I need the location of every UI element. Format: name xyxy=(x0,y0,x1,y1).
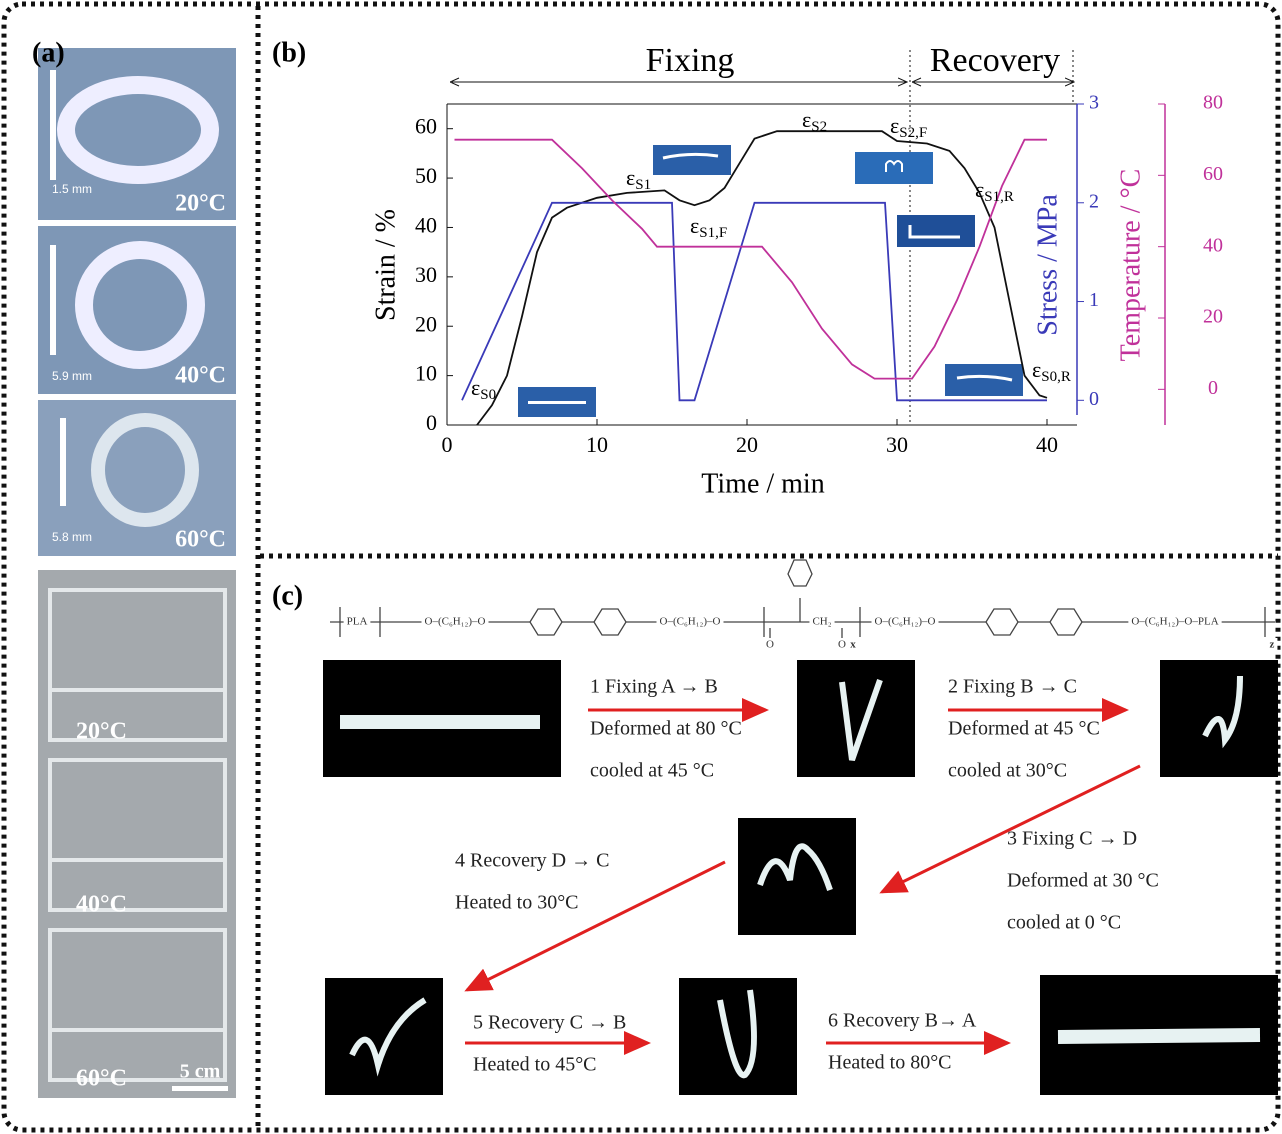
y3-tick-label: 20 xyxy=(1203,306,1223,328)
y-tick-label: 50 xyxy=(415,163,437,188)
annotation-subscript: S1,F xyxy=(699,225,727,241)
annotation-subscript: S1,R xyxy=(984,189,1014,205)
annotation: εS1,R xyxy=(975,177,1014,205)
panel-a: (a) 1.5 mm 20°C 5.9 mm 40°C 5.8 mm 60°C … xyxy=(32,37,238,1100)
series-line xyxy=(455,140,1048,379)
annotation-subscript: S0,R xyxy=(1041,369,1071,385)
figure: (a) 1.5 mm 20°C 5.9 mm 40°C 5.8 mm 60°C … xyxy=(0,0,1282,1134)
temperature-label: 20°C xyxy=(175,191,226,217)
x-tick-label: 30 xyxy=(886,432,908,457)
temperature-label: 60°C xyxy=(175,527,226,553)
annotation-subscript: S2,F xyxy=(899,125,927,141)
y2-tick-label: 2 xyxy=(1089,190,1099,212)
annotation: εS1 xyxy=(626,165,651,193)
annotation: εS0 xyxy=(471,375,496,403)
panel-label: (a) xyxy=(32,37,65,68)
panel-label: (c) xyxy=(272,580,303,611)
step-detail: cooled at 45 °C xyxy=(590,760,714,782)
annotation-symbol: ε xyxy=(802,107,811,132)
y-tick-label: 60 xyxy=(415,114,437,139)
x-tick-label: 40 xyxy=(1036,432,1058,457)
annotation-symbol: ε xyxy=(626,165,635,190)
formula-text: O–(C₆H₁₂)–O xyxy=(660,616,721,628)
panel-label: (b) xyxy=(272,37,306,68)
annotation-symbol: ε xyxy=(975,177,984,202)
step-title: 2 Fixing B → C xyxy=(948,676,1077,698)
phase-label: Recovery xyxy=(930,42,1060,79)
y-tick-label: 0 xyxy=(426,410,437,435)
step-title: 6 Recovery B→ A xyxy=(828,1010,977,1032)
x-tick-label: 20 xyxy=(736,432,758,457)
formula-text: O xyxy=(838,639,846,651)
step-title: 4 Recovery D → C xyxy=(455,850,609,872)
annotation-symbol: ε xyxy=(471,375,480,400)
formula-text: O–(C₆H₁₂)–O xyxy=(425,616,486,628)
step-detail: Deformed at 80 °C xyxy=(590,718,742,740)
step-detail: Heated to 30°C xyxy=(455,892,579,914)
annotation: εS0,R xyxy=(1032,357,1071,385)
step-detail: cooled at 30°C xyxy=(948,760,1067,782)
y3-tick-label: 0 xyxy=(1208,377,1218,399)
scale-label: 5.8 mm xyxy=(52,530,92,544)
clamp-photo xyxy=(38,570,236,1098)
scale-label: 1.5 mm xyxy=(52,182,92,196)
y3-tick-label: 80 xyxy=(1203,92,1223,114)
formula-text: CH₂ xyxy=(812,616,831,628)
y3-tick-label: 40 xyxy=(1203,234,1223,256)
annotation-symbol: ε xyxy=(890,113,899,138)
scale-label: 5.9 mm xyxy=(52,369,92,383)
annotation: εS2,F xyxy=(890,113,927,141)
phase-label: Fixing xyxy=(646,42,735,79)
step-detail: cooled at 0 °C xyxy=(1007,912,1121,934)
annotation: εS2 xyxy=(802,107,827,135)
formula-text: O–(C₆H₁₂)–O xyxy=(875,616,936,628)
step-detail: Deformed at 30 °C xyxy=(1007,870,1159,892)
annotation-subscript: S0 xyxy=(480,387,496,403)
inset-photo xyxy=(518,145,1023,417)
annotation-symbol: ε xyxy=(1032,357,1041,382)
temperature-label: 20°C xyxy=(76,719,127,745)
step-detail: Deformed at 45 °C xyxy=(948,718,1100,740)
scale-bar-label: 5 cm xyxy=(180,1061,221,1083)
y3-tick-label: 60 xyxy=(1203,163,1223,185)
formula-text: O–(C₆H₁₂)–O–PLA xyxy=(1131,616,1218,628)
annotation-subscript: S1 xyxy=(635,177,651,193)
step-detail: Heated to 45°C xyxy=(473,1054,597,1076)
step-title: 3 Fixing C → D xyxy=(1007,828,1137,850)
y-tick-label: 10 xyxy=(415,361,437,386)
y3-axis-title: Temperature / °C xyxy=(1115,169,1146,362)
formula-text: x xyxy=(850,639,856,651)
y2-axis-title: Stress / MPa xyxy=(1032,194,1063,336)
formula-text: PLA xyxy=(347,616,368,628)
y2-tick-label: 0 xyxy=(1089,388,1099,410)
temperature-label: 40°C xyxy=(175,363,226,389)
formula-text: z xyxy=(1270,639,1275,651)
step-title: 1 Fixing A → B xyxy=(590,676,718,698)
x-tick-label: 0 xyxy=(442,432,453,457)
y-tick-label: 40 xyxy=(415,213,437,238)
y-axis-title: Strain / % xyxy=(370,209,401,321)
y2-tick-label: 3 xyxy=(1089,92,1099,114)
x-axis-title: Time / min xyxy=(701,468,824,499)
y2-tick-label: 1 xyxy=(1089,289,1099,311)
step-title: 5 Recovery C → B xyxy=(473,1012,626,1034)
temperature-label: 40°C xyxy=(76,892,127,918)
formula-text: O xyxy=(766,639,774,651)
x-tick-label: 10 xyxy=(586,432,608,457)
temperature-label: 60°C xyxy=(76,1066,127,1092)
annotation: εS1,F xyxy=(690,213,727,241)
annotation-subscript: S2 xyxy=(811,119,827,135)
y-tick-label: 30 xyxy=(415,262,437,287)
annotation-symbol: ε xyxy=(690,213,699,238)
step-detail: Heated to 80°C xyxy=(828,1052,952,1074)
y-tick-label: 20 xyxy=(415,311,437,336)
